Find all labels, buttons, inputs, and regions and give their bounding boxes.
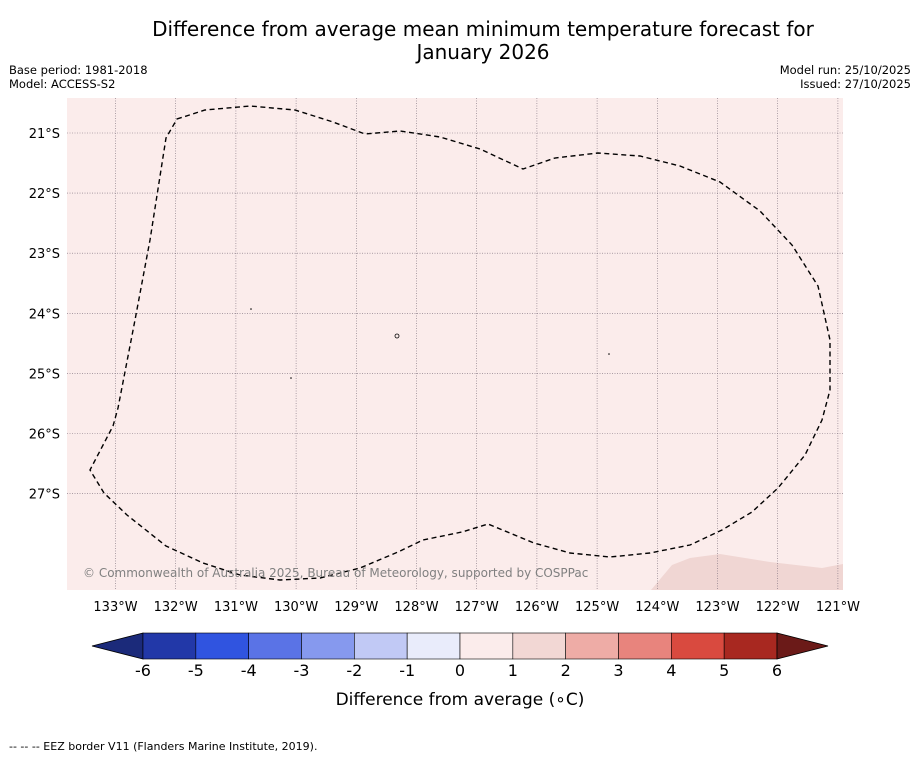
colorbar-segment: [459, 632, 514, 660]
colorbar-tick-label: 6: [772, 661, 782, 680]
colorbar-segment: [723, 632, 778, 660]
colorbar-segment: [195, 632, 249, 660]
lat-tick-label: 23°S: [29, 247, 60, 262]
colorbar-segment: [301, 632, 355, 660]
colorbar-label: Difference from average (∘C): [336, 690, 585, 710]
island-marker: [290, 377, 292, 379]
island-marker: [608, 353, 610, 355]
colorbar-segment: [406, 632, 461, 660]
latitude-labels: 21°S 22°S 23°S 24°S 25°S 26°S 27°S: [29, 127, 60, 503]
lon-tick-label: 133°W: [93, 600, 137, 615]
copyright-text: © Commonwealth of Australia 2025, Bureau…: [83, 566, 588, 580]
lon-tick-label: 127°W: [455, 600, 499, 615]
model-run: Model run: 25/10/2025: [779, 63, 911, 77]
model-name: Model: ACCESS-S2: [9, 77, 116, 91]
eez-footnote: -- -- -- EEZ border V11 (Flanders Marine…: [9, 740, 318, 753]
island-marker: [250, 308, 252, 310]
colorbar-tick-label: 0: [455, 661, 465, 680]
map-background: [67, 98, 843, 590]
meta-right: Model run: 25/10/2025 Issued: 27/10/2025: [780, 63, 911, 91]
lon-tick-label: 131°W: [214, 600, 258, 615]
lon-tick-label: 129°W: [334, 600, 378, 615]
eez-border: [89, 105, 831, 581]
title-line-1: Difference from average mean minimum tem…: [152, 17, 814, 41]
lon-tick-label: 121°W: [816, 600, 860, 615]
colorbar-tick-label: 2: [561, 661, 571, 680]
lat-tick-label: 22°S: [29, 187, 60, 202]
lon-tick-label: 130°W: [274, 600, 318, 615]
colorbar-tick-label: 5: [719, 661, 729, 680]
colorbar-segment: [671, 632, 725, 660]
colorbar-segment: [142, 632, 197, 660]
title-line-2: January 2026: [416, 40, 550, 64]
lon-tick-label: 125°W: [575, 600, 619, 615]
lat-tick-label: 26°S: [29, 428, 60, 443]
colorbar-tick-label: -4: [241, 661, 257, 680]
colorbar-tick-label: -1: [399, 661, 415, 680]
lon-tick-label: 124°W: [635, 600, 679, 615]
lon-tick-label: 132°W: [154, 600, 198, 615]
map-title: Difference from average mean minimum tem…: [0, 18, 919, 64]
lat-tick-label: 27°S: [29, 488, 60, 503]
colorbar-extend-low: [91, 632, 144, 660]
warm-anomaly-patch: [651, 554, 843, 590]
lat-tick-label: 25°S: [29, 367, 60, 382]
lon-tick-label: 128°W: [394, 600, 438, 615]
base-period: Base period: 1981-2018: [9, 63, 148, 77]
colorbar-extend-high: [776, 632, 829, 660]
colorbar-tick-label: -2: [346, 661, 362, 680]
longitude-labels: 133°W 132°W 131°W 130°W 129°W 128°W 127°W 126°W…: [93, 600, 860, 615]
colorbar-tick-label: 3: [613, 661, 623, 680]
lat-tick-label: 21°S: [29, 127, 60, 142]
meta-left: Base period: 1981-2018 Model: ACCESS-S2: [9, 63, 148, 91]
lon-tick-label: 123°W: [695, 600, 739, 615]
lon-tick-label: 126°W: [515, 600, 559, 615]
lat-tick-label: 24°S: [29, 307, 60, 322]
colorbar-tick-label: -3: [294, 661, 310, 680]
colorbar-tick-label: 1: [508, 661, 518, 680]
issued-date: Issued: 27/10/2025: [800, 77, 911, 91]
map-graticule: [67, 98, 843, 590]
colorbar-segment: [565, 632, 619, 660]
island-marker: [394, 333, 400, 339]
colorbar-tick-label: 4: [666, 661, 676, 680]
colorbar-segment: [354, 632, 408, 660]
colorbar-segment: [248, 632, 302, 660]
colorbar: -6 -5 -4 -3 -2 -1 0 1 2 3 4 5 6: [91, 632, 829, 680]
colorbar-segment: [618, 632, 672, 660]
colorbar-tick-label: -6: [135, 661, 151, 680]
colorbar-segment: [512, 632, 566, 660]
colorbar-tick-label: -5: [188, 661, 204, 680]
lon-tick-label: 122°W: [756, 600, 800, 615]
